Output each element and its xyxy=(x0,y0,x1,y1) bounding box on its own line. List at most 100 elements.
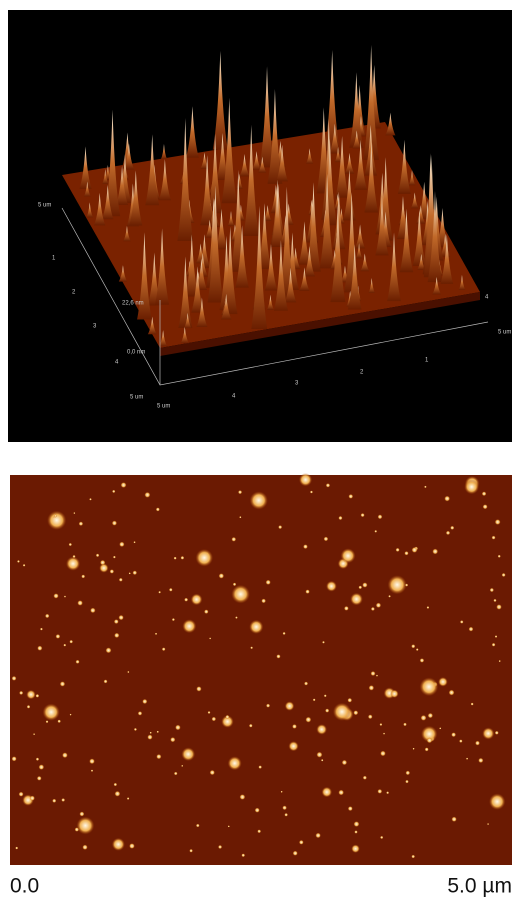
particle xyxy=(35,694,39,698)
particle xyxy=(338,516,342,520)
particle xyxy=(361,513,365,517)
particle xyxy=(350,593,363,606)
particle xyxy=(133,541,135,543)
particle xyxy=(396,548,400,552)
particle xyxy=(121,482,127,488)
particle xyxy=(380,836,383,839)
scale-end: 5.0 µm xyxy=(447,875,512,897)
particle xyxy=(37,776,42,781)
particle xyxy=(119,542,124,547)
particle xyxy=(380,751,386,757)
particle xyxy=(91,769,93,771)
particle xyxy=(208,711,211,714)
particle xyxy=(377,789,382,794)
particle xyxy=(351,844,359,852)
particle xyxy=(499,660,501,662)
particle xyxy=(82,845,87,850)
particle xyxy=(142,699,147,704)
particle xyxy=(495,731,499,735)
particle xyxy=(79,811,84,816)
particle xyxy=(129,572,131,574)
particle xyxy=(324,694,327,697)
particle xyxy=(70,714,72,716)
particle xyxy=(112,838,125,851)
particle xyxy=(225,715,229,719)
particle xyxy=(157,731,159,733)
particle xyxy=(341,548,356,563)
particle xyxy=(354,830,357,833)
particle xyxy=(379,723,382,726)
particle xyxy=(37,646,42,651)
particle xyxy=(444,496,450,502)
particle xyxy=(281,791,283,793)
particle xyxy=(219,573,225,579)
particle xyxy=(69,640,73,644)
particle xyxy=(368,714,373,719)
particle xyxy=(284,813,288,817)
particle xyxy=(299,473,312,486)
particle xyxy=(182,619,196,633)
particle xyxy=(451,817,456,822)
particle xyxy=(55,634,60,639)
particle xyxy=(315,833,321,839)
particle xyxy=(493,599,496,602)
particle xyxy=(73,512,75,514)
particle xyxy=(175,725,181,731)
particle xyxy=(69,543,72,546)
particle xyxy=(322,787,333,798)
particle xyxy=(114,619,119,624)
particle xyxy=(475,741,480,746)
particle xyxy=(353,710,358,715)
particle xyxy=(63,644,66,647)
particle xyxy=(459,739,463,743)
particle xyxy=(390,690,398,698)
particle xyxy=(127,671,129,673)
particle xyxy=(150,732,152,734)
particle xyxy=(386,791,389,794)
particle xyxy=(212,717,217,722)
particle xyxy=(293,851,298,856)
particle xyxy=(446,531,450,535)
particle xyxy=(191,594,203,606)
particle xyxy=(79,521,84,526)
particle xyxy=(420,677,439,696)
particle xyxy=(478,758,483,763)
particle xyxy=(12,756,17,761)
particle xyxy=(119,578,123,582)
particle xyxy=(196,824,200,828)
particle xyxy=(354,821,360,827)
particle xyxy=(89,758,95,764)
particle xyxy=(376,675,378,677)
particle xyxy=(240,794,246,800)
particle xyxy=(250,646,253,649)
particle xyxy=(388,595,391,598)
particle xyxy=(371,607,375,611)
axis-label: 5 um xyxy=(130,395,143,401)
particle xyxy=(487,823,489,825)
particle xyxy=(43,704,60,721)
particle xyxy=(134,728,137,731)
particle xyxy=(118,615,123,620)
particle xyxy=(342,760,347,765)
particle xyxy=(495,635,498,638)
particle xyxy=(75,660,79,664)
particle xyxy=(266,704,270,708)
particle xyxy=(239,516,241,518)
particle xyxy=(347,698,352,703)
axis-label: 5 um xyxy=(38,203,51,209)
particle xyxy=(412,547,418,553)
particle xyxy=(181,556,185,560)
particle xyxy=(305,717,311,723)
particle xyxy=(204,609,209,614)
particle xyxy=(17,560,20,563)
particle xyxy=(66,557,80,571)
particle xyxy=(278,525,282,529)
particle xyxy=(114,783,118,787)
particle xyxy=(358,585,362,589)
particle xyxy=(483,504,488,509)
particle xyxy=(33,733,35,735)
particle xyxy=(46,720,49,723)
particle xyxy=(249,724,253,728)
particle xyxy=(110,569,114,573)
particle xyxy=(432,549,438,555)
